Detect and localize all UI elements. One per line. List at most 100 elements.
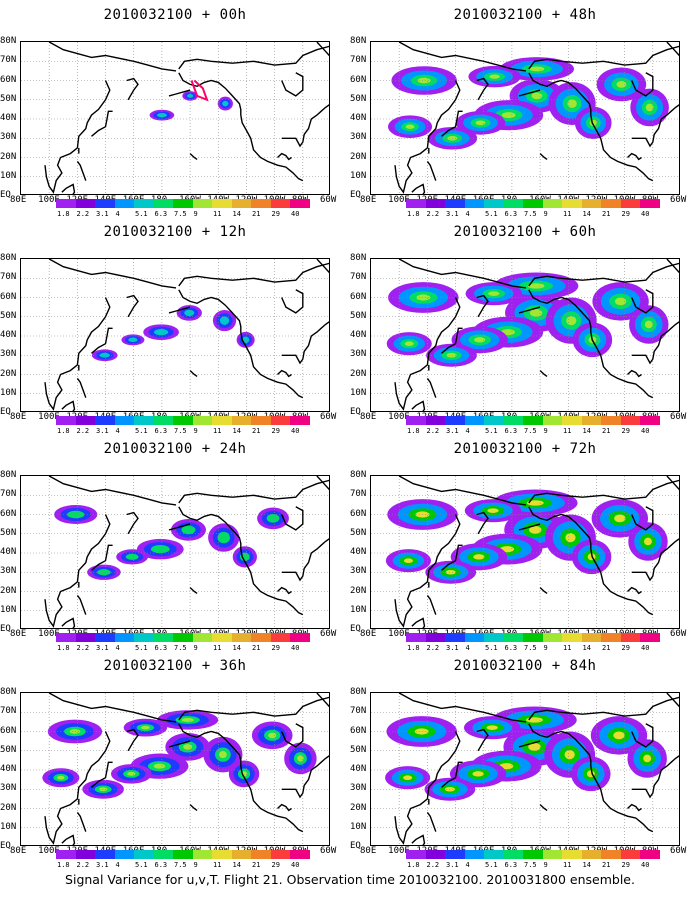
colorbar-swatch	[445, 416, 465, 425]
lat-label: 10N	[0, 821, 17, 832]
colorbar-label: 29	[621, 861, 630, 869]
colorbar	[56, 416, 310, 425]
lat-label: EQ	[0, 407, 11, 417]
colorbar-label: 40	[291, 210, 300, 218]
colorbar-label: 11	[563, 861, 572, 869]
colorbar-swatch	[134, 850, 154, 859]
variance-shading	[526, 717, 543, 723]
colorbar-label: 40	[641, 210, 650, 218]
colorbar-label: 9	[543, 210, 548, 218]
coastline	[411, 834, 426, 845]
lat-label: 70N	[350, 55, 367, 66]
map-area	[370, 475, 680, 629]
colorbar-label: 4	[115, 210, 120, 218]
colorbar-label: 21	[602, 644, 611, 652]
map-panel-84h: 2010032100 + 84h 80N 70N 60N 50N 40N 30N 20N 10N…	[350, 651, 700, 876]
coastline	[178, 479, 329, 504]
coastline	[528, 45, 679, 70]
lat-label: 10N	[350, 387, 367, 398]
colorbar-swatch	[581, 416, 601, 425]
variance-shading	[97, 569, 111, 576]
lat-label: 30N	[350, 566, 367, 577]
colorbar-label: 4	[115, 861, 120, 869]
colorbar-label: 21	[602, 427, 611, 435]
colorbar-label: 9	[193, 427, 198, 435]
coastline	[411, 617, 426, 628]
lat-label: 10N	[0, 387, 17, 398]
lon-label: 60W	[670, 629, 687, 639]
colorbar-swatch	[445, 199, 465, 208]
variance-shading	[474, 337, 486, 343]
colorbar-label: 9	[543, 861, 548, 869]
colorbar-swatch	[114, 633, 134, 642]
lat-label: 30N	[350, 349, 367, 360]
lon-label: 100E	[388, 412, 410, 422]
lon-label: 60W	[320, 629, 337, 639]
coastline	[316, 693, 329, 708]
variance-shading	[567, 99, 577, 108]
coastline	[476, 511, 489, 535]
lat-label: 60N	[0, 508, 17, 519]
colorbar-swatch	[173, 633, 193, 642]
coastline	[178, 506, 304, 616]
lat-label: 80N	[0, 687, 17, 697]
colorbar-swatch	[56, 633, 76, 642]
coastline	[126, 511, 139, 535]
coastline	[666, 476, 679, 491]
colorbar-label: 21	[252, 427, 261, 435]
coastline	[316, 476, 329, 491]
variance-shading	[219, 316, 230, 325]
coastline	[76, 594, 87, 615]
colorbar-label: 3.1	[96, 427, 109, 435]
colorbar-swatch	[581, 633, 601, 642]
lat-label: EQ	[350, 624, 361, 634]
colorbar-label: 2.2	[426, 427, 440, 435]
colorbar-swatch	[503, 199, 523, 208]
lat-label: 70N	[0, 55, 17, 66]
colorbar-label: 21	[602, 861, 611, 869]
coastline	[631, 289, 654, 314]
colorbar-swatch	[134, 416, 154, 425]
colorbar-swatch	[425, 850, 445, 859]
lat-label: 60N	[350, 725, 367, 736]
lat-label: 40N	[0, 113, 17, 123]
lat-label: 60N	[350, 74, 367, 85]
lat-label: 80N	[350, 253, 367, 263]
colorbar-label: 3.1	[96, 210, 109, 218]
colorbar	[406, 633, 660, 642]
coastline	[528, 696, 679, 721]
colorbar-swatch	[581, 850, 601, 859]
map-panel-48h: 2010032100 + 48h 80N 70N 60N 50N 40N 30N 20N 10N…	[350, 0, 700, 225]
coastline	[281, 321, 329, 365]
coastline	[178, 262, 329, 287]
colorbar-swatch	[601, 199, 621, 208]
variance-shading	[414, 728, 429, 735]
lat-label: 10N	[350, 170, 367, 181]
variance-shading	[405, 124, 415, 129]
colorbar-swatch	[114, 850, 134, 859]
coastline	[168, 306, 191, 314]
lat-label: 40N	[0, 547, 17, 557]
colorbar-label: 14	[232, 427, 241, 435]
lat-label: 70N	[0, 489, 17, 500]
panel-title: 2010032100 + 84h	[453, 658, 597, 674]
lon-label: 60W	[320, 195, 337, 205]
colorbar-label: 29	[271, 861, 280, 869]
coastline	[398, 42, 527, 72]
coastline	[666, 42, 679, 57]
coastline	[627, 803, 642, 812]
coastline	[539, 587, 548, 594]
coastline	[281, 289, 304, 314]
variance-shading	[128, 337, 138, 343]
variance-shading	[183, 744, 193, 750]
coastline	[411, 183, 426, 194]
colorbar-swatch	[212, 416, 232, 425]
lat-label: 40N	[350, 547, 367, 557]
colorbar-swatch	[562, 199, 582, 208]
colorbar-label: 7.5	[174, 427, 187, 435]
coastline	[627, 586, 642, 595]
colorbar-label: 3.1	[446, 210, 459, 218]
colorbar-swatch	[503, 633, 523, 642]
colorbar-swatch	[562, 416, 582, 425]
variance-shading	[153, 329, 169, 336]
